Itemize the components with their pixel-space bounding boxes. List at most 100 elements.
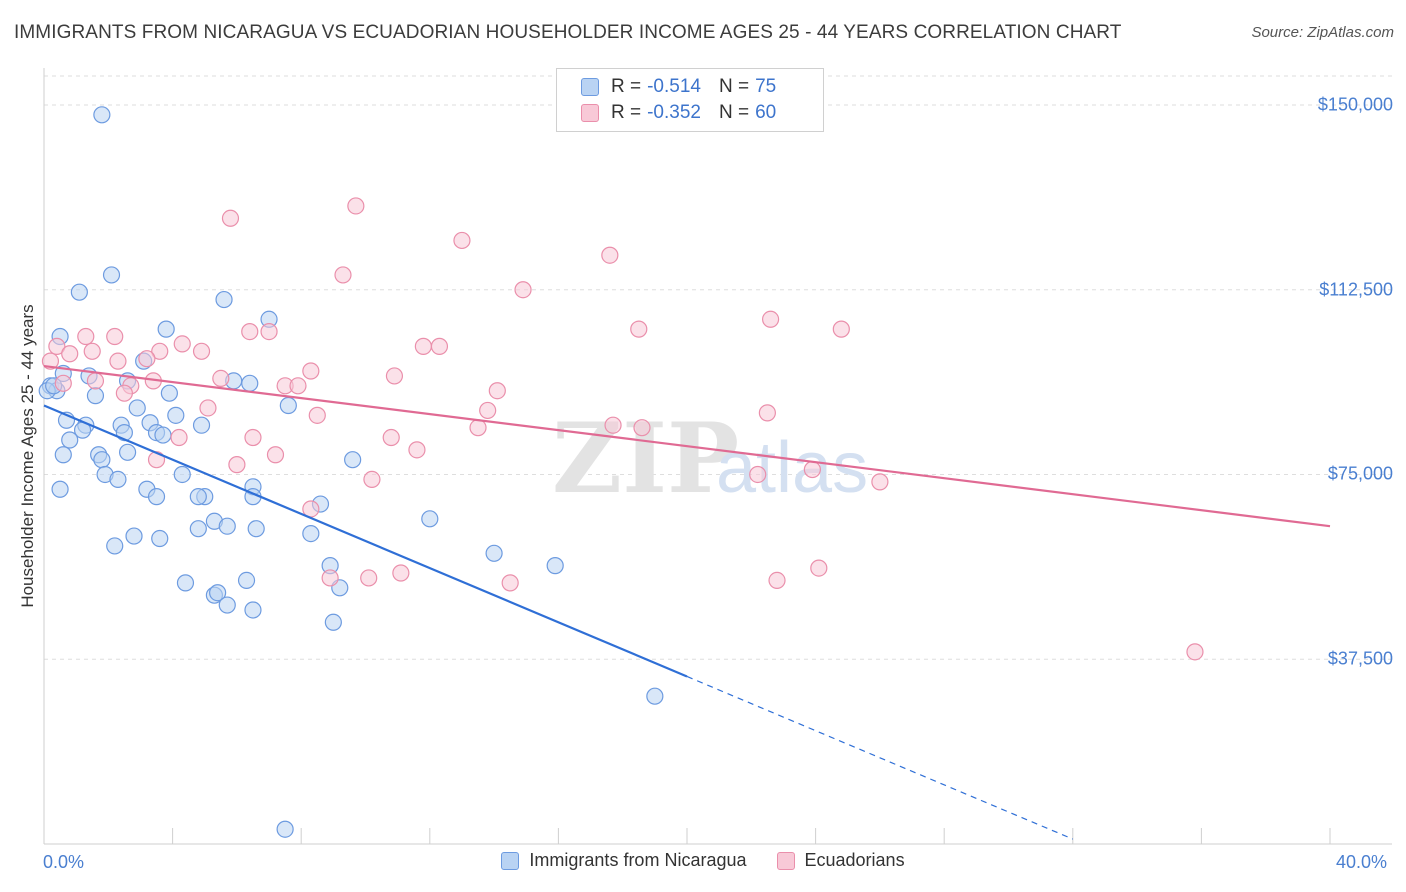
data-point-ecuadorians (151, 342, 169, 360)
data-point-nicaragua (421, 510, 439, 528)
legend-r-label: R = (611, 102, 642, 123)
data-point-ecuadorians (501, 574, 519, 592)
data-point-ecuadorians (488, 382, 506, 400)
data-point-ecuadorians (363, 470, 381, 489)
legend-label-ecuadorians: Ecuadorians (804, 850, 905, 870)
data-point-ecuadorians (601, 246, 619, 264)
data-point-nicaragua (102, 266, 121, 284)
legend-row-nicaragua: R = -0.514 N = 75 (581, 74, 794, 100)
data-point-ecuadorians (392, 564, 410, 582)
data-point-nicaragua (546, 557, 564, 575)
data-point-nicaragua (279, 396, 297, 415)
data-point-nicaragua (128, 399, 146, 417)
series-ecuadorians (41, 197, 1204, 661)
watermark-zip: ZIP (552, 402, 739, 515)
data-point-nicaragua (167, 406, 185, 424)
data-point-nicaragua (160, 384, 178, 402)
data-point-ecuadorians (61, 345, 79, 363)
data-point-nicaragua (189, 520, 207, 538)
data-point-nicaragua (189, 488, 207, 506)
data-point-ecuadorians (382, 428, 400, 447)
legend-r-label: R = (611, 76, 642, 97)
legend-item-ecuadorians: Ecuadorians (776, 850, 905, 871)
data-point-nicaragua (646, 687, 664, 705)
correlation-legend: R = -0.514 N = 75 R = -0.352 N = 60 (556, 68, 824, 132)
source-text: Source: ZipAtlas.com (1251, 24, 1394, 41)
data-point-ecuadorians (453, 231, 471, 250)
legend-n-value: 60 (755, 102, 777, 123)
gridlines (44, 75, 1392, 660)
data-point-ecuadorians (199, 399, 217, 417)
y-tick-label: $75,000 (1327, 463, 1393, 484)
trendline-ecuadorians (43, 364, 1331, 528)
data-point-nicaragua (247, 520, 265, 538)
data-point-nicaragua (485, 544, 503, 562)
data-point-nicaragua (157, 320, 175, 338)
data-point-ecuadorians (414, 337, 432, 355)
legend-n-label: N = (718, 76, 750, 97)
data-point-ecuadorians (221, 209, 240, 227)
data-point-nicaragua (51, 480, 69, 498)
data-point-nicaragua (176, 574, 195, 592)
data-point-nicaragua (209, 584, 227, 602)
data-point-nicaragua (125, 527, 143, 545)
legend-swatch-pink (581, 104, 599, 122)
data-point-nicaragua (344, 451, 362, 469)
data-point-ecuadorians (347, 197, 365, 215)
data-point-nicaragua (276, 820, 294, 838)
data-point-ecuadorians (334, 266, 352, 284)
data-point-nicaragua (151, 529, 169, 548)
data-point-ecuadorians (1186, 643, 1204, 661)
data-point-ecuadorians (115, 384, 133, 402)
data-point-ecuadorians (430, 337, 449, 355)
data-point-nicaragua (93, 451, 111, 469)
data-point-nicaragua (244, 601, 262, 619)
data-point-ecuadorians (761, 310, 780, 328)
data-point-nicaragua (70, 283, 88, 301)
y-tick-label: $150,000 (1317, 94, 1393, 115)
data-point-ecuadorians (408, 441, 426, 459)
data-point-ecuadorians (803, 460, 821, 479)
x-tick-label-max: 40.0% (1336, 852, 1388, 872)
data-point-ecuadorians (832, 320, 850, 338)
data-point-ecuadorians (212, 369, 230, 387)
legend-r-value: -0.514 (647, 76, 701, 97)
data-point-ecuadorians (810, 559, 828, 577)
data-point-ecuadorians (138, 350, 156, 368)
series-legend: Immigrants from Nicaragua Ecuadorians (0, 850, 1406, 871)
data-point-ecuadorians (192, 342, 211, 360)
data-point-ecuadorians (86, 372, 105, 390)
data-point-nicaragua (93, 106, 111, 124)
trendline-nicaragua (43, 404, 688, 678)
data-point-ecuadorians (385, 367, 404, 385)
data-point-nicaragua (173, 465, 191, 484)
data-point-nicaragua (109, 470, 127, 489)
data-point-nicaragua (106, 537, 124, 555)
data-point-ecuadorians (633, 419, 651, 437)
axes (43, 68, 1392, 845)
data-point-ecuadorians (604, 416, 622, 434)
y-tick-label: $37,500 (1327, 648, 1393, 669)
legend-label-nicaragua: Immigrants from Nicaragua (529, 850, 747, 870)
data-point-ecuadorians (871, 473, 889, 491)
data-point-nicaragua (61, 431, 79, 449)
chart-title: IMMIGRANTS FROM NICARAGUA VS ECUADORIAN … (14, 22, 1122, 43)
y-axis-label: Householder Income Ages 25 - 44 years (18, 304, 37, 608)
legend-n-label: N = (718, 102, 750, 123)
legend-swatch-pink (776, 851, 795, 870)
data-point-ecuadorians (469, 419, 487, 437)
data-point-ecuadorians (260, 322, 278, 341)
legend-item-nicaragua: Immigrants from Nicaragua (501, 850, 747, 871)
data-point-ecuadorians (479, 401, 497, 420)
trendlines (43, 364, 1331, 840)
series-nicaragua (38, 106, 664, 838)
data-point-nicaragua (218, 596, 236, 614)
data-point-ecuadorians (514, 281, 532, 299)
data-point-nicaragua (324, 613, 342, 631)
legend-row-ecuadorians: R = -0.352 N = 60 (581, 100, 794, 126)
data-point-ecuadorians (54, 374, 72, 392)
data-point-nicaragua (86, 387, 105, 405)
data-point-nicaragua (147, 488, 166, 506)
data-point-nicaragua (118, 443, 137, 461)
